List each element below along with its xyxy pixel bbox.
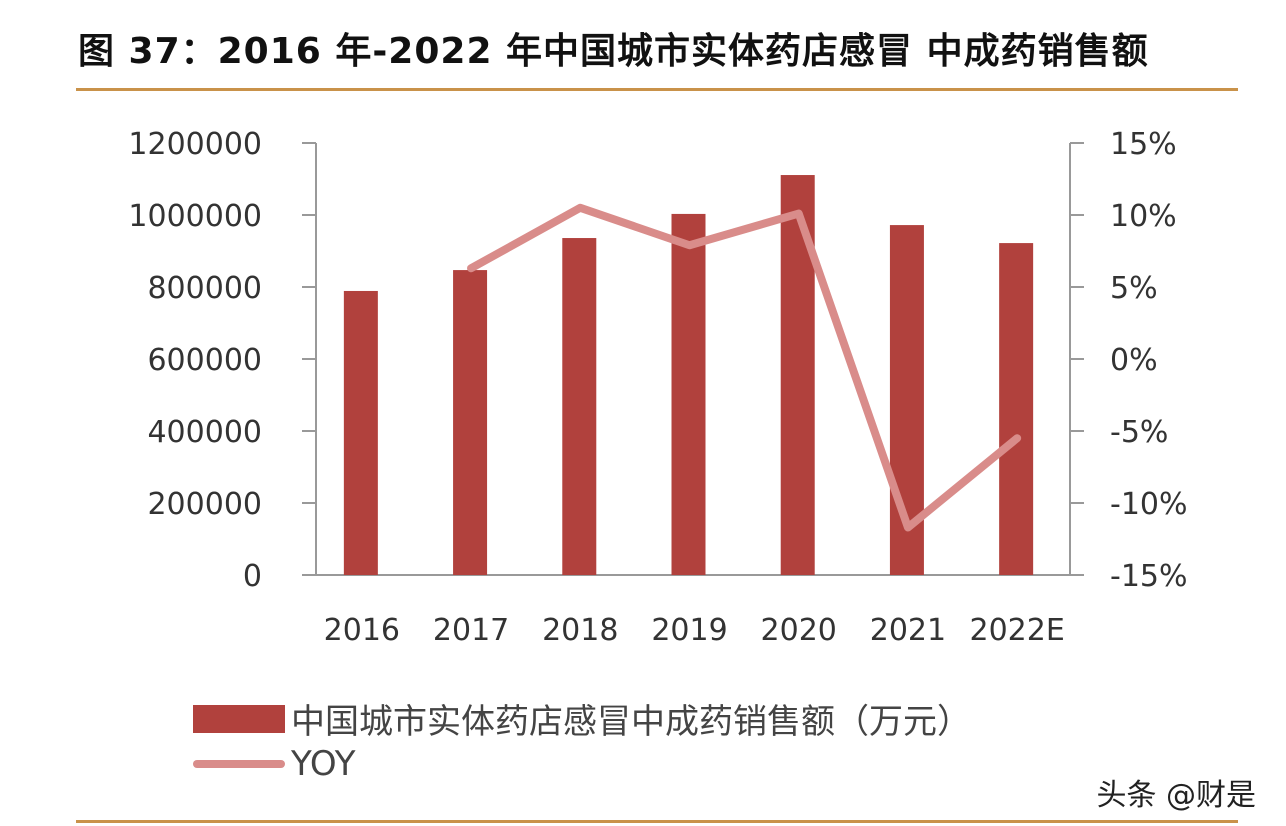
x-tick-label: 2018: [542, 613, 618, 648]
bottom-divider: [76, 820, 1238, 823]
x-tick-label: 2017: [433, 613, 509, 648]
right-y-axis: -15% -10% -5% 0% 5% 10% 15%: [1069, 127, 1188, 594]
legend-item-sales: 中国城市实体药店感冒中成药销售额（万元）: [193, 694, 971, 743]
left-tick-label: 800000: [147, 271, 262, 306]
watermark: 头条 @财是: [1096, 778, 1256, 813]
x-tick-label: 2020: [761, 613, 837, 648]
chart-title: 图 37：2016 年-2022 年中国城市实体药店感冒 中成药销售额: [78, 31, 1149, 72]
right-tick-label: -10%: [1110, 487, 1188, 522]
x-axis-labels: 2016 2017 2018 2019 2020 2021 2022E: [324, 613, 1065, 648]
left-tick-label: 400000: [147, 415, 262, 450]
bar: [343, 290, 378, 575]
bar-swatch-icon: [193, 704, 285, 733]
right-tick-label: -15%: [1110, 559, 1188, 594]
combo-chart: 020000040000060000080000010000001200000 …: [128, 127, 1188, 648]
right-tick-label: 10%: [1110, 199, 1177, 234]
left-tick-label: 600000: [147, 343, 262, 378]
bar: [453, 270, 488, 575]
right-tick-label: -5%: [1110, 415, 1168, 450]
bar: [999, 243, 1034, 575]
left-y-axis: 0 200000 400000 600000 800000 1000000 1200000: [128, 127, 1082, 594]
left-tick-label: 200000: [147, 487, 262, 522]
left-tick-label: 1200000: [128, 127, 262, 162]
line-swatch-icon: [193, 760, 285, 768]
bar: [671, 213, 706, 576]
x-tick-label: 2019: [651, 613, 727, 648]
bar-series: [343, 175, 1034, 576]
left-tick-label: 0: [243, 559, 262, 594]
yoy-line-series: [467, 203, 1022, 532]
top-divider: [76, 88, 1238, 91]
right-tick-label: 15%: [1110, 127, 1177, 162]
legend-item-yoy: YOY: [193, 744, 356, 784]
right-tick-label: 0%: [1110, 343, 1158, 378]
x-tick-label: 2021: [870, 613, 946, 648]
legend-label-sales: 中国城市实体药店感冒中成药销售额（万元）: [291, 702, 971, 742]
legend-label-yoy: YOY: [291, 744, 356, 784]
bar: [562, 238, 597, 576]
right-tick-label: 5%: [1110, 271, 1158, 306]
x-tick-label: 2016: [324, 613, 400, 648]
x-tick-label: 2022E: [969, 613, 1064, 648]
left-tick-label: 1000000: [128, 199, 262, 234]
